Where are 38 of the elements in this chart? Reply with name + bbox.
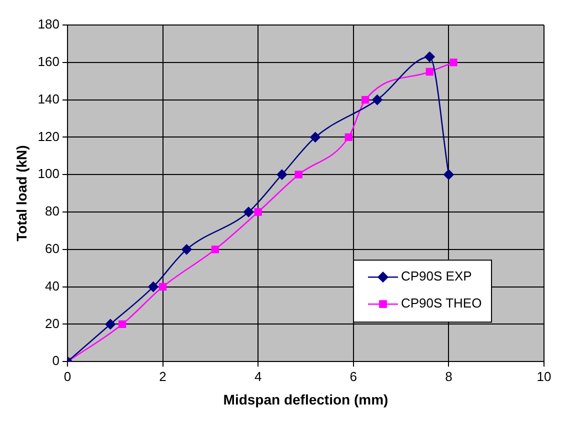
x-tick-label: 2 <box>159 368 166 384</box>
point <box>276 169 288 180</box>
point <box>243 206 254 218</box>
y-tick-label: 140 <box>38 91 60 106</box>
point <box>158 282 167 291</box>
legend-label: CP90S EXP <box>401 268 472 284</box>
x-tick-label: 6 <box>350 368 358 384</box>
x-axis-title: Midspan deflection (mm) <box>223 391 388 408</box>
point <box>211 246 220 254</box>
point <box>105 319 116 330</box>
y-tick-label: 180 <box>38 16 60 32</box>
point <box>444 169 454 180</box>
x-tick-label: 8 <box>445 368 452 384</box>
point <box>294 170 302 178</box>
point <box>344 133 352 142</box>
y-tick-label: 120 <box>38 128 60 144</box>
point <box>450 58 458 66</box>
y-tick-label: 160 <box>38 54 60 69</box>
point <box>361 96 370 104</box>
y-axis-title: Total load (kN) <box>13 145 30 242</box>
x-tick-label: 10 <box>536 368 552 384</box>
point <box>424 52 435 62</box>
point <box>181 244 192 255</box>
point <box>254 208 262 216</box>
y-tick-label: 60 <box>45 240 60 256</box>
point <box>148 282 158 292</box>
point <box>426 68 434 76</box>
y-tick-label: 0 <box>52 353 60 368</box>
legend-label: CP90S THEO <box>401 296 482 311</box>
x-tick-label: 0 <box>64 368 72 384</box>
point <box>118 320 126 328</box>
y-tick-label: 100 <box>38 166 60 182</box>
point <box>310 132 320 142</box>
point <box>372 94 382 105</box>
y-tick-label: 40 <box>45 278 60 294</box>
y-tick-label: 80 <box>45 204 60 219</box>
y-tick-label: 20 <box>45 316 60 331</box>
x-tick-label: 4 <box>254 368 262 384</box>
